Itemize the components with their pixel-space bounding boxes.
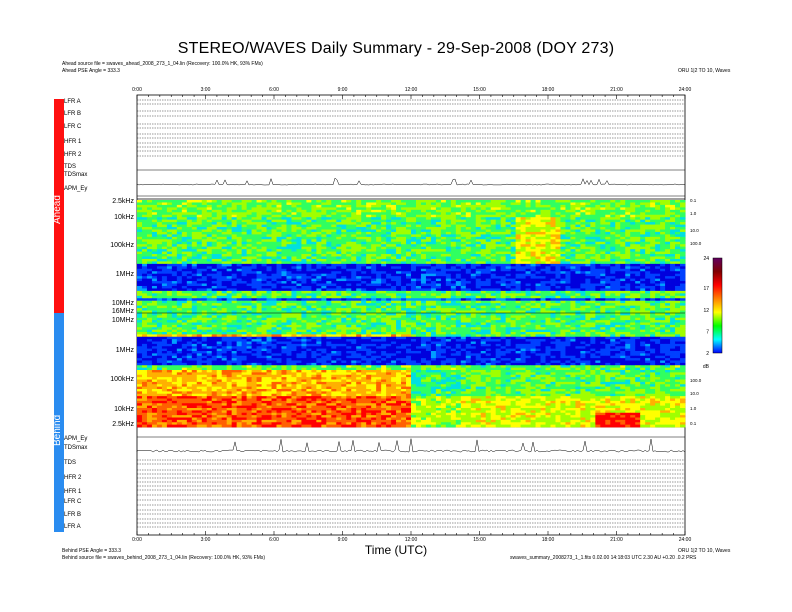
ahead-top-right-note: ORU 1|2 TO 10, Waves xyxy=(678,68,731,74)
x-tick-label-bottom: 18:00 xyxy=(542,537,555,543)
colorbar-tick-label: 2 xyxy=(706,351,709,357)
behind-freq-label: 10MHz xyxy=(112,317,135,324)
ahead-source-file: Ahead source file = swaves_ahead_2008_27… xyxy=(62,61,263,67)
behind-right-tick: 0.1 xyxy=(690,421,697,426)
x-tick-label-bottom: 12:00 xyxy=(405,537,418,543)
colorbar-unit: dB xyxy=(703,364,710,370)
behind-right-tick: 100.0 xyxy=(690,378,702,383)
x-tick-label-top: 15:00 xyxy=(473,87,486,93)
ahead-freq-label: 10kHz xyxy=(114,214,134,221)
ahead-freq-label: 1MHz xyxy=(116,271,135,278)
ahead-tdsmax-trace xyxy=(136,177,686,186)
x-tick-label-bottom: 21:00 xyxy=(610,537,623,543)
x-tick-label-top: 6:00 xyxy=(269,87,279,93)
behind-row-label: TDS xyxy=(64,460,76,466)
behind-row-label: LFR B xyxy=(64,512,81,518)
behind-row-label: LFR C xyxy=(64,499,82,505)
behind-freq-label: 1MHz xyxy=(116,347,135,354)
x-tick-label-top: 12:00 xyxy=(405,87,418,93)
x-tick-label-top: 24:00 xyxy=(679,87,692,93)
x-tick-label-bottom: 24:00 xyxy=(679,537,692,543)
behind-row-label: HFR 1 xyxy=(64,489,82,495)
behind-right-tick: 10.0 xyxy=(690,391,699,396)
chart-title: STEREO/WAVES Daily Summary - 29-Sep-2008… xyxy=(177,40,615,57)
ahead-freq-label: 2.5kHz xyxy=(112,198,134,205)
x-tick-label-top: 18:00 xyxy=(542,87,555,93)
x-tick-label-top: 0:00 xyxy=(132,87,142,93)
behind-row-label: APM_Ey xyxy=(64,436,87,442)
colorbar-tick-label: 24 xyxy=(703,256,709,262)
behind-band-label: Behind xyxy=(52,414,63,446)
ahead-row-label: APM_Ey xyxy=(64,186,87,192)
ahead-right-tick: 1.0 xyxy=(690,211,697,216)
behind-row-label: HFR 2 xyxy=(64,475,82,481)
behind-source-file: Behind source file = swaves_behind_2008_… xyxy=(62,555,266,561)
behind-row-label: TDSmax xyxy=(64,445,87,451)
behind-freq-label: 16MHz xyxy=(112,308,135,315)
x-tick-label-top: 3:00 xyxy=(201,87,211,93)
ahead-freq-label: 100kHz xyxy=(110,242,134,249)
behind-spectrogram xyxy=(137,313,686,428)
x-tick-label-top: 21:00 xyxy=(610,87,623,93)
file-info-note: swaves_summary_2008273_1_1.fits 0.02.00 … xyxy=(510,555,697,561)
x-tick-label-bottom: 15:00 xyxy=(473,537,486,543)
x-tick-label-bottom: 0:00 xyxy=(132,537,142,543)
behind-band xyxy=(54,313,64,532)
behind-freq-label: 10kHz xyxy=(114,406,134,413)
ahead-spectrogram xyxy=(137,200,686,314)
ahead-freq-label: 10MHz xyxy=(112,300,135,307)
behind-row-label: LFR A xyxy=(64,524,81,530)
behind-tdsmax-trace xyxy=(136,438,686,453)
colorbar-tick-label: 7 xyxy=(706,329,709,335)
ahead-row-label: LFR B xyxy=(64,111,81,117)
x-tick-label-bottom: 6:00 xyxy=(269,537,279,543)
x-tick-label-top: 9:00 xyxy=(338,87,348,93)
ahead-right-tick: 0.1 xyxy=(690,198,697,203)
x-axis-label: Time (UTC) xyxy=(364,543,428,557)
ahead-right-tick: 10.0 xyxy=(690,228,699,233)
behind-pse-angle: Behind PSE Angle = 333.3 xyxy=(62,548,122,554)
ahead-row-label: HFR 2 xyxy=(64,152,82,158)
behind-right-tick: 1.0 xyxy=(690,406,697,411)
ahead-band xyxy=(54,99,64,313)
ahead-right-tick: 100.0 xyxy=(690,241,702,246)
ahead-row-label: LFR A xyxy=(64,99,81,105)
ahead-band-label: Ahead xyxy=(52,195,63,225)
colorbar-tick-label: 12 xyxy=(703,308,709,314)
x-tick-label-bottom: 3:00 xyxy=(201,537,211,543)
behind-freq-label: 100kHz xyxy=(110,376,134,383)
behind-bottom-right-note: ORU 1|2 TO 10, Waves xyxy=(678,548,731,554)
ahead-pse-angle: Ahead PSE Angle = 333.3 xyxy=(62,68,120,74)
behind-freq-label: 2.5kHz xyxy=(112,421,134,428)
ahead-row-label: HFR 1 xyxy=(64,139,82,145)
ahead-row-label: TDS xyxy=(64,164,76,170)
x-tick-label-bottom: 9:00 xyxy=(338,537,348,543)
colorbar xyxy=(712,257,723,354)
ahead-row-label: TDSmax xyxy=(64,172,87,178)
ahead-row-label: LFR C xyxy=(64,124,82,130)
colorbar-tick-label: 17 xyxy=(703,286,709,292)
